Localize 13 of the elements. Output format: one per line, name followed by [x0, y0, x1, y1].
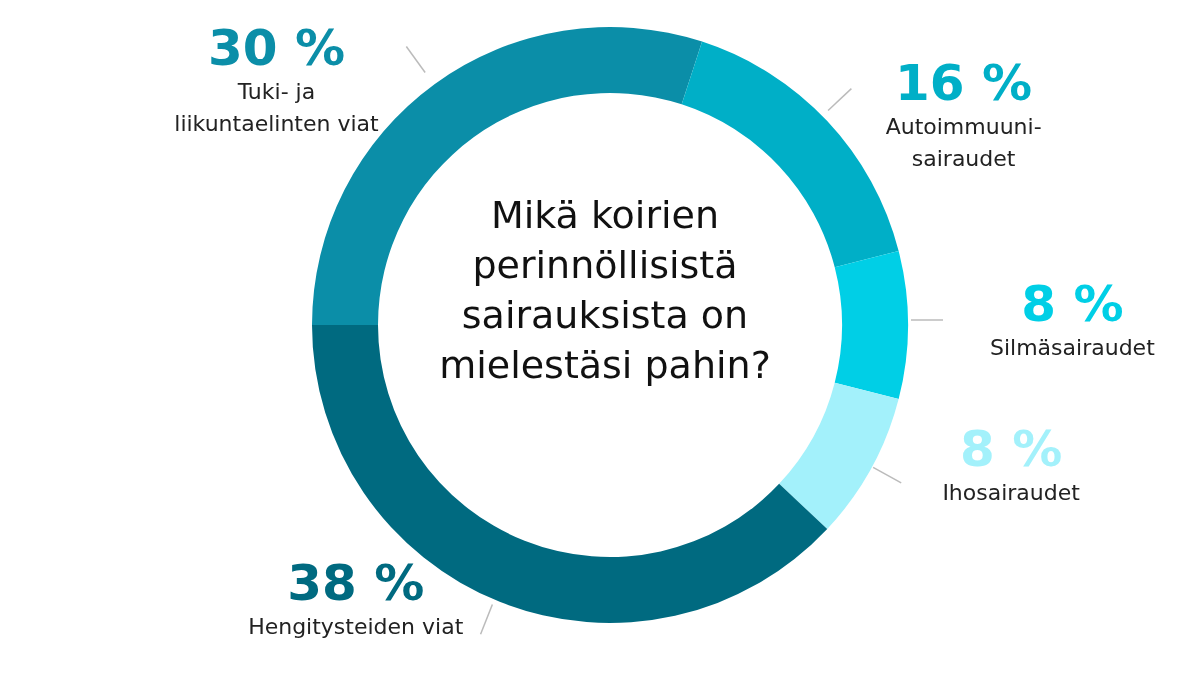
data-label: 38 % — [286, 553, 426, 612]
data-label: 8 % — [1020, 275, 1125, 333]
slice-label: Ihosairaudet — [942, 478, 1080, 507]
donut-slice — [779, 382, 899, 529]
data-label: 30 % — [206, 19, 347, 77]
slice-label: Autoimmuuni- sairaudet — [885, 112, 1042, 173]
slice-label: Hengitysteiden viat — [248, 612, 464, 641]
slice-label: Silmäsairaudet — [990, 334, 1155, 362]
slice-label: Tuki- ja liikuntaelinten viat — [174, 78, 379, 138]
data-label: 8 % — [959, 419, 1064, 478]
text: Mikä koirien perinnöllisistä sairauksista on mielestäsi pahin? — [438, 192, 772, 389]
data-label: 16 % — [894, 53, 1034, 112]
donut-slice — [834, 250, 908, 400]
